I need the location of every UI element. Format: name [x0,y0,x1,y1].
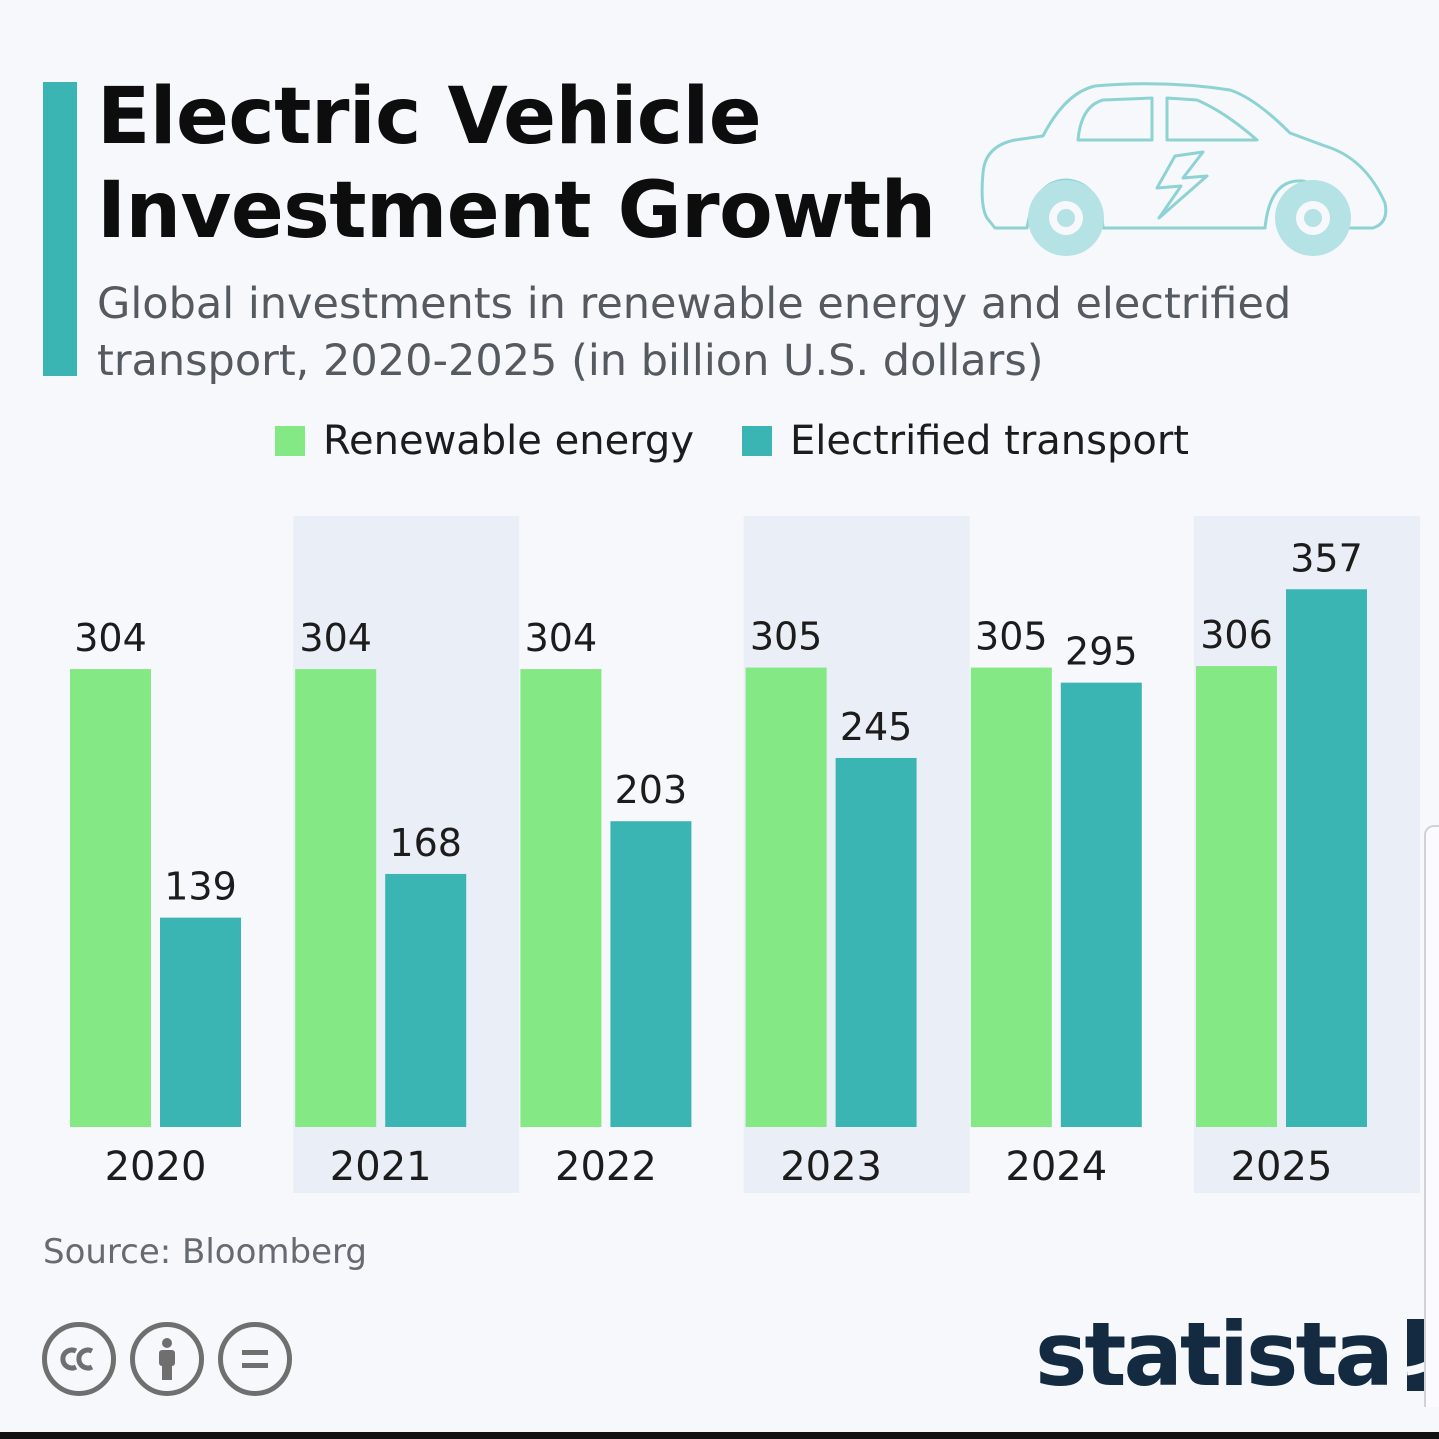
data-label-renewable-2022: 304 [525,616,598,660]
bar-renewable-2025 [1196,666,1277,1127]
x-tick-label-2023: 2023 [780,1144,882,1190]
legend-label-transport: Electrified transport [790,418,1189,464]
no-derivatives-icon [218,1322,292,1396]
bar-renewable-2020 [70,669,151,1127]
x-tick-label-2025: 2025 [1231,1144,1333,1190]
electric-car-icon [980,82,1388,256]
attribution-icon [130,1322,204,1396]
data-label-transport-2023: 245 [840,705,913,749]
bar-transport-2024 [1060,682,1142,1127]
creative-commons-icon [42,1322,116,1396]
title-line-2: Investment Growth [97,166,936,256]
bar-transport-2021 [385,873,467,1127]
bar-transport-2020 [160,917,241,1127]
legend-label-renewable: Renewable energy [323,418,694,464]
bar-transport-2023 [835,757,917,1127]
bar-transport-2022 [610,821,692,1127]
bar-transport-2025 [1286,589,1367,1127]
bar-renewable-2021 [295,669,377,1127]
x-tick-label-2022: 2022 [555,1144,657,1190]
bar-renewable-2023 [745,667,827,1127]
accent-bar [43,82,77,376]
data-label-transport-2025: 357 [1290,536,1363,580]
data-label-transport-2020: 139 [164,865,237,909]
legend-swatch-transport [742,426,772,456]
data-label-transport-2021: 168 [389,821,462,865]
window-edge [1424,825,1439,1407]
data-label-renewable-2020: 304 [74,616,147,660]
x-tick-label-2024: 2024 [1005,1144,1107,1190]
bar-renewable-2024 [970,667,1052,1127]
source-note: Source: Bloomberg [43,1232,367,1272]
page-subtitle: Global investments in renewable energy a… [97,279,1292,386]
licence-icons [42,1322,306,1396]
data-label-renewable-2023: 305 [750,615,823,659]
statista-logo: statista [1035,1305,1439,1405]
legend-swatch-renewable [275,426,305,456]
x-tick-label-2020: 2020 [105,1144,207,1190]
chart-legend: Renewable energy Electrified transport [275,415,1237,467]
title-line-1: Electric Vehicle [97,72,762,162]
brand-wordmark: statista [1035,1303,1394,1406]
data-label-transport-2022: 203 [615,768,688,812]
x-tick-label-2021: 2021 [330,1144,432,1190]
data-label-renewable-2024: 305 [975,615,1048,659]
bar-renewable-2022 [520,669,602,1127]
data-label-renewable-2025: 306 [1200,613,1273,657]
bottom-edge [0,1432,1439,1439]
data-label-renewable-2021: 304 [299,616,372,660]
legend-item-renewable: Renewable energy [275,418,694,464]
legend-item-transport: Electrified transport [742,418,1189,464]
page-title: Electric Vehicle Investment Growth [97,70,936,258]
data-label-transport-2024: 295 [1065,630,1138,674]
